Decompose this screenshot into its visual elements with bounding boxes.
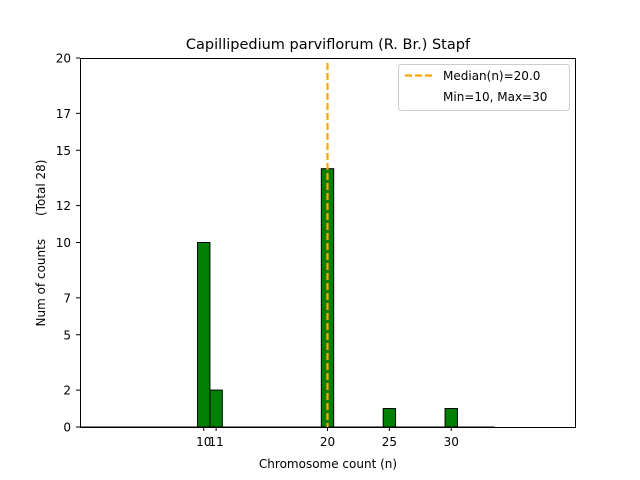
chart-title: Capillipedium parviflorum (R. Br.) Stapf [186,37,471,53]
bar-1 [209,389,223,428]
bar-3 [382,408,397,428]
y-axis-ticks: 0 2 5 7 10 12 15 17 20 [56,52,80,435]
x-tick-label-1: 11 [208,435,223,449]
y-axis-label: Num of counts (Total 28) [34,160,48,327]
bars-layer [80,168,495,428]
y-tick-label-8: 20 [56,52,71,66]
y-tick-label-7: 17 [56,107,71,121]
legend: Median(n)=20.0 Min=10, Max=30 [398,64,570,111]
legend-minmax-label: Min=10, Max=30 [443,90,547,104]
y-tick-label-0: 0 [63,421,71,435]
y-tick-label-4: 10 [56,236,71,250]
bar-4 [444,408,458,428]
bar-0 [197,242,211,428]
x-tick-label-0: 10 [196,435,211,449]
y-tick-label-6: 15 [56,144,71,158]
x-tick-label-4: 30 [444,435,459,449]
y-tick-label-5: 12 [56,199,71,213]
y-tick-label-1: 2 [63,384,71,398]
y-tick-label-2: 5 [63,328,71,342]
legend-median-label: Median(n)=20.0 [443,69,540,83]
x-tick-label-3: 25 [382,435,397,449]
x-axis-label: Chromosome count (n) [259,457,397,471]
y-tick-label-3: 7 [63,291,71,305]
legend-box [398,64,570,111]
x-tick-label-2: 20 [320,435,335,449]
